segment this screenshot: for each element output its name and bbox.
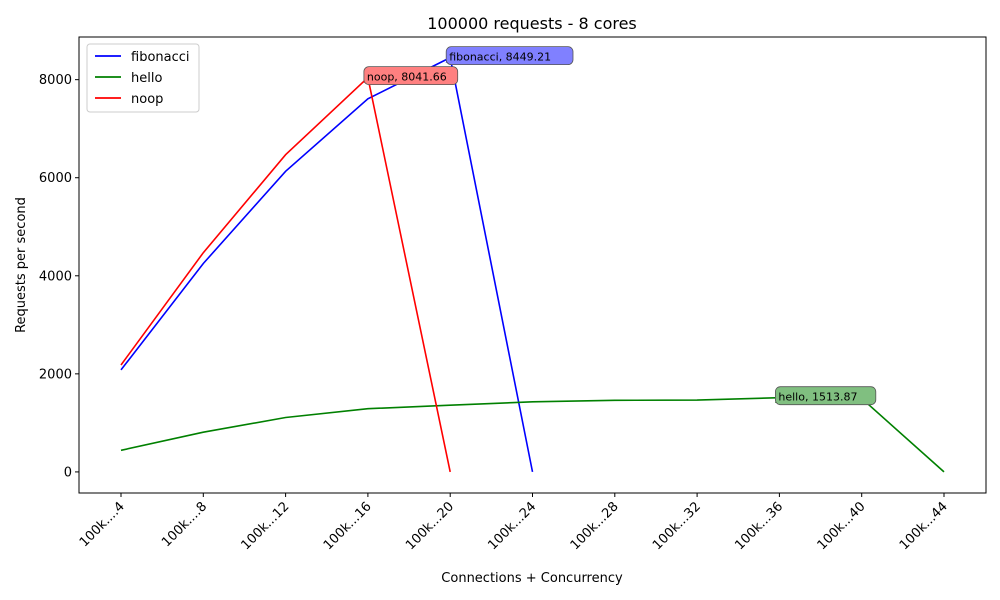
y-axis-label: Requests per second — [14, 197, 29, 333]
annotation-label-fibonacci: fibonacci, 8449.21 — [449, 51, 551, 64]
annotation-box-fibonacci — [445, 46, 574, 66]
legend-label-hello: hello — [131, 71, 162, 86]
series-line-fibonacci — [120, 56, 534, 473]
annotation-label-hello: hello, 1513.87 — [778, 391, 857, 404]
y-tick-label: 4000 — [39, 269, 72, 284]
annotation-layer: fibonacci, 8449.21 hello, 1513.87 noop, 80… — [363, 46, 877, 406]
y-tick-label: 8000 — [39, 73, 72, 88]
annotation-label-noop: noop, 8041.66 — [367, 71, 447, 84]
legend: fibonacci hello noop — [86, 43, 200, 113]
y-tick-label: 2000 — [39, 367, 72, 382]
annotation-box-hello — [775, 386, 877, 406]
chart-title: 100000 requests - 8 cores — [427, 14, 637, 33]
x-axis-label: Connections + Concurrency — [441, 571, 623, 586]
annotation-box-noop — [363, 66, 459, 86]
y-tick-label: 6000 — [39, 171, 72, 186]
y-axis: 0 2000 4000 6000 8000 — [39, 73, 79, 480]
legend-label-noop: noop — [131, 92, 163, 107]
series-line-noop — [120, 76, 451, 473]
legend-label-fibonacci: fibonacci — [131, 50, 190, 65]
legend-box — [86, 43, 200, 113]
y-tick-label: 0 — [64, 465, 72, 480]
